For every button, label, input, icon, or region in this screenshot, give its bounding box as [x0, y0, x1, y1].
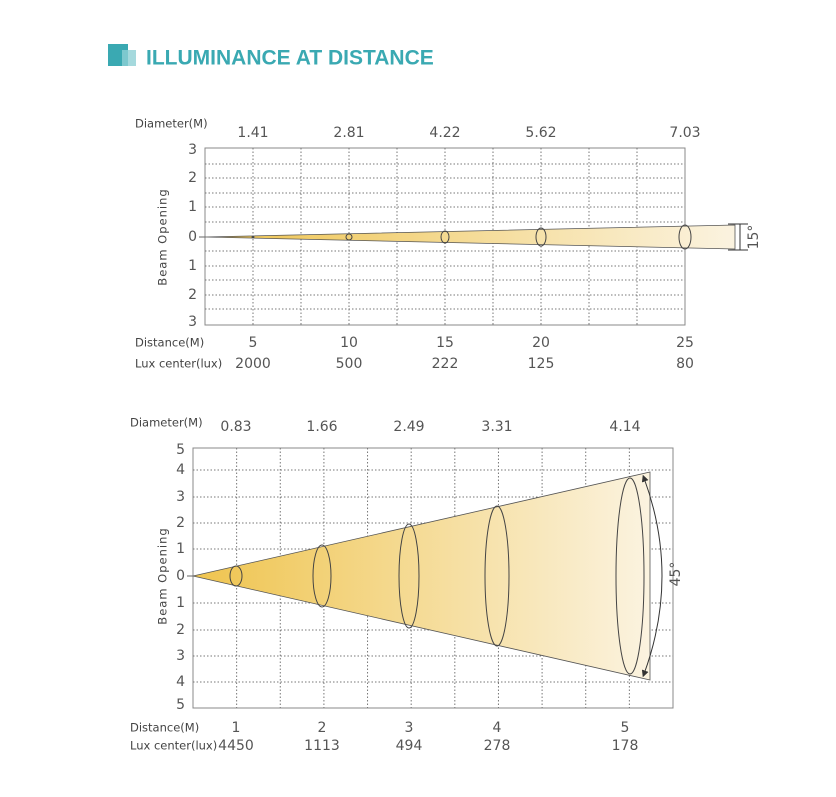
distance-value: 1: [232, 720, 241, 736]
opening-tick: 0: [188, 229, 197, 245]
distance-label: Distance(M): [135, 336, 204, 350]
diameter-value: 1.41: [237, 125, 268, 141]
angle-arc: [641, 474, 663, 678]
diameter-value: 1.66: [306, 419, 337, 435]
opening-tick: 2: [188, 287, 197, 303]
opening-tick: 0: [176, 568, 185, 584]
beam-section: [440, 230, 450, 244]
distance-value: 15: [436, 335, 454, 351]
angle-label: 45°: [668, 562, 684, 587]
diameter-value: 4.22: [429, 125, 460, 141]
beam-section: [535, 227, 547, 247]
opening-tick: 3: [176, 648, 185, 664]
distance-value: 10: [340, 335, 358, 351]
axis-label: Beam Opening: [156, 527, 170, 624]
beam-section: [678, 224, 692, 250]
page-title: ILLUMINANCE AT DISTANCE: [146, 47, 434, 70]
opening-tick: 1: [176, 595, 185, 611]
opening-tick: 4: [176, 674, 185, 690]
angle-label: 15°: [746, 225, 762, 250]
opening-tick: 1: [188, 199, 197, 215]
title-icon-accent: [122, 50, 136, 66]
beam-section: [345, 233, 353, 241]
distance-value: 3: [405, 720, 414, 736]
beam-section: [312, 544, 332, 608]
beam-section: [251, 236, 255, 238]
beam-section: [229, 565, 243, 587]
diameter-value: 2.49: [393, 419, 424, 435]
opening-tick: 1: [176, 541, 185, 557]
diameter-value: 3.31: [481, 419, 512, 435]
diameter-value: 4.14: [609, 419, 640, 435]
lux-value: 2000: [235, 356, 271, 372]
distance-value: 4: [493, 720, 502, 736]
opening-tick: 2: [176, 622, 185, 638]
distance-label: Distance(M): [130, 721, 199, 735]
distance-value: 5: [621, 720, 630, 736]
lux-label: Lux center(lux): [130, 739, 217, 753]
distance-value: 2: [318, 720, 327, 736]
lux-value: 4450: [218, 738, 254, 754]
lux-label: Lux center(lux): [135, 357, 222, 371]
opening-tick: 2: [188, 170, 197, 186]
diameter-value: 2.81: [333, 125, 364, 141]
diameter-label: Diameter(M): [135, 117, 208, 131]
lux-value: 278: [484, 738, 511, 754]
axis-label: Beam Opening: [156, 188, 170, 285]
lux-value: 80: [676, 356, 694, 372]
opening-tick: 3: [188, 142, 197, 158]
diameter-label: Diameter(M): [130, 416, 203, 430]
opening-tick: 4: [176, 462, 185, 478]
lux-value: 500: [336, 356, 363, 372]
opening-tick: 2: [176, 515, 185, 531]
opening-tick: 3: [176, 489, 185, 505]
lux-value: 494: [396, 738, 423, 754]
beam: [204, 224, 736, 250]
distance-value: 5: [249, 335, 258, 351]
beam: [192, 471, 651, 681]
distance-value: 25: [676, 335, 694, 351]
beam-section: [484, 505, 510, 647]
beam-section: [398, 523, 420, 629]
diameter-value: 5.62: [525, 125, 556, 141]
diameter-value: 0.83: [220, 419, 251, 435]
distance-value: 20: [532, 335, 550, 351]
diameter-value: 7.03: [669, 125, 700, 141]
lux-value: 222: [432, 356, 459, 372]
lux-value: 125: [528, 356, 555, 372]
opening-tick: 1: [188, 258, 197, 274]
opening-tick: 5: [176, 697, 185, 713]
angle-bracket: [728, 223, 748, 251]
opening-tick: 5: [176, 442, 185, 458]
opening-tick: 3: [188, 314, 197, 330]
lux-value: 178: [612, 738, 639, 754]
lux-value: 1113: [304, 738, 340, 754]
plot-frame: [192, 447, 674, 709]
